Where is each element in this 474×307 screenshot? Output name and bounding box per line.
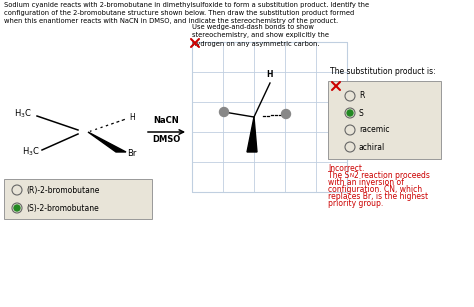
Text: S: S <box>359 108 364 118</box>
Text: The substitution product is:: The substitution product is: <box>330 67 436 76</box>
Text: R: R <box>359 91 365 100</box>
FancyBboxPatch shape <box>4 179 152 219</box>
Text: configuration of the 2-bromobutane structure shown below. Then draw the substitu: configuration of the 2-bromobutane struc… <box>4 10 354 16</box>
Text: $\mathregular{H_3C}$: $\mathregular{H_3C}$ <box>14 108 32 120</box>
Circle shape <box>347 110 353 116</box>
Text: The S: The S <box>328 171 349 180</box>
Text: Sodium cyanide reacts with 2-bromobutane in dimethylsulfoxide to form a substitu: Sodium cyanide reacts with 2-bromobutane… <box>4 2 369 8</box>
FancyBboxPatch shape <box>328 81 441 159</box>
Text: $\mathregular{H_3C}$: $\mathregular{H_3C}$ <box>22 146 40 158</box>
Text: Use wedge-and-dash bonds to show
stereochemistry, and show explicitly the
hydrog: Use wedge-and-dash bonds to show stereoc… <box>192 24 329 47</box>
Text: Incorrect.: Incorrect. <box>328 164 365 173</box>
Text: N: N <box>350 173 354 178</box>
Text: Br: Br <box>127 149 137 157</box>
Polygon shape <box>88 132 126 152</box>
Text: racemic: racemic <box>359 126 390 134</box>
Text: NaCN: NaCN <box>154 116 179 125</box>
Text: (R)-2-bromobutane: (R)-2-bromobutane <box>26 185 100 195</box>
Text: priority group.: priority group. <box>328 199 383 208</box>
Circle shape <box>219 107 228 116</box>
Text: H: H <box>267 70 273 79</box>
Circle shape <box>282 110 291 119</box>
Circle shape <box>14 205 20 211</box>
Text: with an inversion of: with an inversion of <box>328 178 404 187</box>
Text: configuration. CN, which: configuration. CN, which <box>328 185 422 194</box>
Bar <box>192 42 347 192</box>
Text: DMSO: DMSO <box>152 135 181 144</box>
Text: (S)-2-bromobutane: (S)-2-bromobutane <box>26 204 99 212</box>
Text: 2 reaction proceeds: 2 reaction proceeds <box>354 171 430 180</box>
Polygon shape <box>247 117 257 152</box>
Text: H: H <box>129 114 135 122</box>
Text: when this enantiomer reacts with NaCN in DMSO, and indicate the stereochemistry : when this enantiomer reacts with NaCN in… <box>4 18 338 24</box>
Text: achiral: achiral <box>359 142 385 151</box>
Text: replaces Br, is the highest: replaces Br, is the highest <box>328 192 428 201</box>
